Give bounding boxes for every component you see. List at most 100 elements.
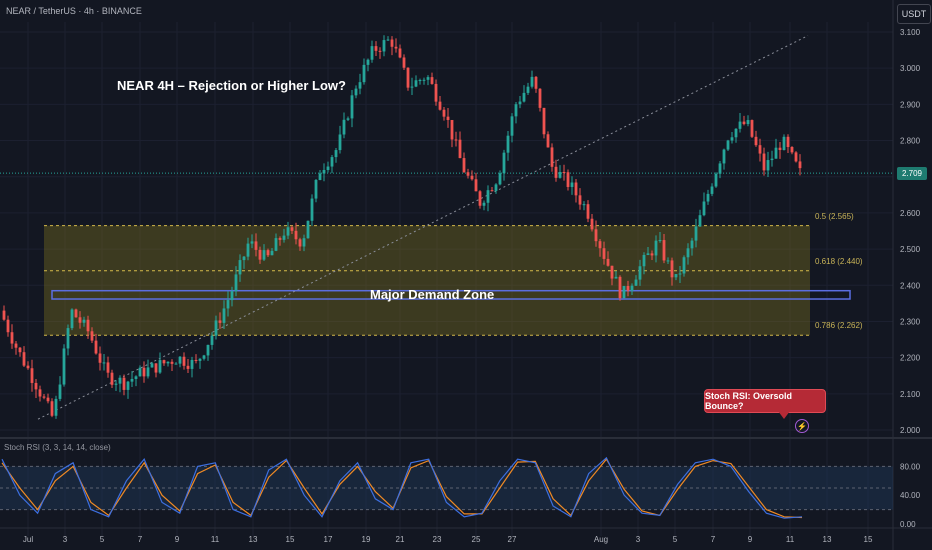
candle-body xyxy=(514,104,518,117)
candle-body xyxy=(594,229,598,242)
candle-body xyxy=(750,120,754,137)
y-tick-label: 2.000 xyxy=(900,426,921,435)
bolt-icon[interactable]: ⚡ xyxy=(795,419,809,433)
candle-body xyxy=(274,238,278,251)
candle-body xyxy=(430,77,434,84)
fib-zone xyxy=(44,225,810,336)
candle-body xyxy=(246,243,250,257)
x-tick-label: Jul xyxy=(23,535,33,544)
candle-body xyxy=(66,328,70,349)
candle-body xyxy=(170,361,174,364)
candle-body xyxy=(402,57,406,68)
candle-body xyxy=(734,128,738,138)
candle-body xyxy=(458,139,462,159)
candle-body xyxy=(82,319,86,323)
candle-body xyxy=(446,116,450,120)
x-tick-label: 19 xyxy=(362,535,371,544)
candle-body xyxy=(282,235,286,240)
x-tick-label: 5 xyxy=(100,535,105,544)
x-tick-label: 17 xyxy=(324,535,333,544)
x-tick-label: 13 xyxy=(823,535,832,544)
candle-body xyxy=(78,317,82,323)
candle-body xyxy=(18,347,22,353)
y-tick-label: 2.800 xyxy=(900,137,921,146)
candle-body xyxy=(774,147,778,159)
x-tick-label: 9 xyxy=(175,535,180,544)
candle-body xyxy=(386,39,390,41)
candle-body xyxy=(158,360,162,373)
candle-body xyxy=(414,80,418,87)
candle-body xyxy=(326,166,330,171)
candle-body xyxy=(30,368,34,383)
candle-body xyxy=(598,241,602,249)
candle-body xyxy=(562,172,566,174)
candle-body xyxy=(342,119,346,135)
candle-body xyxy=(286,227,290,236)
candle-body xyxy=(278,238,282,240)
candle-body xyxy=(142,367,146,377)
chart-title: NEAR 4H – Rejection or Higher Low? xyxy=(117,78,346,93)
candle-body xyxy=(790,146,794,153)
candle-body xyxy=(754,136,758,146)
candle-body xyxy=(242,256,246,261)
candle-body xyxy=(710,186,714,194)
candle-body xyxy=(630,285,634,291)
fib-label-0.786: 0.786 (2.262) xyxy=(815,321,863,330)
candle-body xyxy=(330,157,334,167)
x-tick-label: Aug xyxy=(594,535,608,544)
y-tick-label: 2.300 xyxy=(900,317,921,326)
candle-body xyxy=(126,381,130,390)
candle-body xyxy=(302,238,306,247)
candle-body xyxy=(766,160,770,171)
x-tick-label: 11 xyxy=(211,535,220,544)
candle-body xyxy=(122,377,126,390)
candle-body xyxy=(162,360,166,364)
candle-body xyxy=(118,377,122,384)
candle-body xyxy=(470,175,474,180)
candle-body xyxy=(554,166,558,178)
candle-body xyxy=(546,134,550,148)
candle-body xyxy=(442,109,446,117)
candle-body xyxy=(434,83,438,102)
y-tick-label: 2.200 xyxy=(900,354,921,363)
candle-body xyxy=(138,367,142,377)
candle-body xyxy=(618,276,622,299)
candle-body xyxy=(694,226,698,241)
candle-body xyxy=(530,76,534,87)
candle-body xyxy=(294,230,298,240)
candle-body xyxy=(602,248,606,259)
demand-zone-box xyxy=(51,289,851,300)
candle-body xyxy=(62,348,66,385)
candle-body xyxy=(454,139,458,141)
candle-body xyxy=(646,253,650,255)
candle-body xyxy=(258,249,262,260)
candle-body xyxy=(134,376,138,379)
candle-body xyxy=(418,80,422,82)
candle-body xyxy=(46,397,50,402)
candle-body xyxy=(398,48,402,58)
candle-body xyxy=(422,79,426,81)
x-tick-label: 13 xyxy=(249,535,258,544)
candle-body xyxy=(222,308,226,323)
candle-body xyxy=(154,363,158,373)
candle-body xyxy=(406,67,410,88)
candle-body xyxy=(6,319,10,333)
candle-body xyxy=(150,363,154,368)
candle-body xyxy=(478,191,482,206)
candle-body xyxy=(230,291,234,301)
candle-body xyxy=(658,240,662,242)
candle-body xyxy=(494,184,498,191)
candle-body xyxy=(798,161,802,169)
x-tick-label: 7 xyxy=(711,535,716,544)
candle-body xyxy=(566,172,570,187)
candle-body xyxy=(730,137,734,141)
x-tick-label: 3 xyxy=(636,535,641,544)
x-tick-label: 27 xyxy=(508,535,517,544)
candle-body xyxy=(462,158,466,173)
candle-body xyxy=(394,46,398,49)
candle-body xyxy=(590,218,594,230)
candle-body xyxy=(746,120,750,125)
candle-body xyxy=(10,332,14,344)
candle-body xyxy=(606,258,610,266)
currency-button[interactable]: USDT xyxy=(897,4,931,24)
